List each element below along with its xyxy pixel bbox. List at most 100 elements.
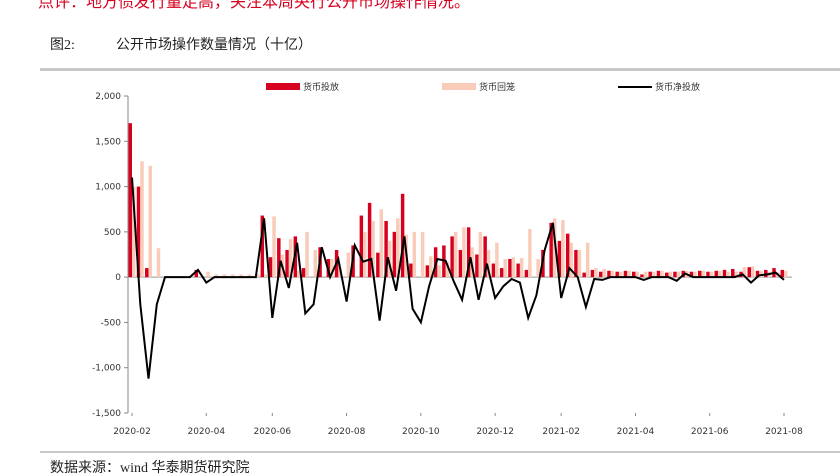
x-tick-label: 2021-06 [691, 427, 729, 437]
legend-label: 货币净投放 [655, 81, 700, 93]
bar [577, 249, 582, 278]
bar [330, 259, 334, 278]
bar [598, 271, 603, 278]
legend-swatch [266, 83, 300, 90]
bar [623, 270, 628, 278]
y-tick-label: 1,000 [95, 183, 121, 193]
x-tick-label: 2021-04 [617, 427, 655, 437]
bar [549, 222, 553, 278]
bar [231, 274, 235, 278]
bar [313, 249, 318, 278]
bar [722, 269, 727, 278]
bar [445, 261, 450, 278]
bar [561, 220, 565, 278]
bar [268, 257, 273, 278]
bar [643, 271, 648, 278]
bar [272, 216, 276, 278]
bar [136, 186, 141, 278]
y-tick-label: 500 [104, 228, 121, 238]
divider [40, 68, 840, 71]
bar [717, 270, 722, 278]
bar [784, 270, 788, 278]
y-tick-label: -500 [101, 318, 122, 328]
bar [363, 231, 367, 278]
bar [701, 270, 705, 278]
x-tick-label: 2020-08 [328, 427, 366, 437]
bar [128, 123, 132, 278]
bar [483, 236, 487, 278]
bar [516, 263, 520, 278]
bar [689, 271, 694, 278]
bar [305, 231, 309, 278]
bar [759, 270, 763, 278]
bar [412, 231, 417, 278]
bar [709, 271, 714, 278]
y-tick-label: -1,000 [92, 364, 121, 374]
bar [610, 270, 615, 278]
bar [602, 268, 606, 278]
bar [499, 268, 504, 278]
bar [676, 271, 681, 278]
bar [557, 240, 562, 278]
bar [524, 269, 529, 278]
bar [420, 231, 425, 278]
bar [255, 274, 260, 278]
x-tick-label: 2020-04 [187, 427, 225, 437]
bar [565, 233, 570, 278]
bar [631, 271, 636, 278]
chart-title: 公开市场操作数量情况（十亿） [116, 38, 312, 53]
y-tick-label: -1,500 [92, 409, 121, 419]
bar [194, 269, 199, 278]
bar [714, 270, 718, 278]
bar [140, 161, 144, 278]
bar [379, 209, 384, 278]
bar [288, 239, 293, 278]
top-note: 点评：地方债发行量走高，关注本周央行公开市场操作情况。 [38, 0, 471, 11]
bar [615, 271, 619, 278]
legend-label: 货币投放 [303, 81, 339, 93]
bar [511, 257, 516, 278]
bar [607, 270, 611, 278]
bar [264, 274, 268, 278]
bar [458, 249, 463, 278]
bar [590, 269, 595, 278]
bar [574, 249, 578, 278]
bar [392, 231, 397, 278]
divider [40, 451, 840, 453]
x-tick-label: 2020-06 [253, 427, 291, 437]
bar [222, 274, 227, 278]
bar [640, 274, 644, 278]
bar [450, 236, 454, 278]
bar [755, 270, 760, 278]
legend-swatch [442, 83, 476, 90]
source: 数据来源：wind 华泰期货研究院 [50, 461, 250, 474]
bar [668, 271, 672, 278]
bar [367, 202, 372, 278]
bar [400, 193, 405, 278]
y-tick-label: 2,000 [95, 92, 121, 102]
bar [764, 269, 768, 278]
figure-label: 图2: [50, 38, 75, 53]
bar [651, 271, 656, 278]
bar [698, 270, 702, 278]
bar [206, 271, 210, 278]
bar [528, 229, 532, 278]
bar [706, 271, 710, 278]
bar [132, 186, 136, 278]
bar [277, 238, 281, 278]
bar [346, 252, 351, 278]
bar [693, 271, 697, 278]
y-tick-label: 0 [115, 273, 121, 283]
bar [495, 242, 499, 278]
bar [260, 215, 265, 278]
bar [747, 267, 751, 278]
bar [453, 231, 458, 278]
bar [726, 271, 730, 278]
bar [387, 240, 392, 278]
bar [660, 270, 664, 278]
bar [731, 268, 735, 278]
bar [750, 266, 755, 278]
bar [239, 274, 243, 278]
bar [585, 242, 590, 278]
bar [297, 270, 301, 278]
